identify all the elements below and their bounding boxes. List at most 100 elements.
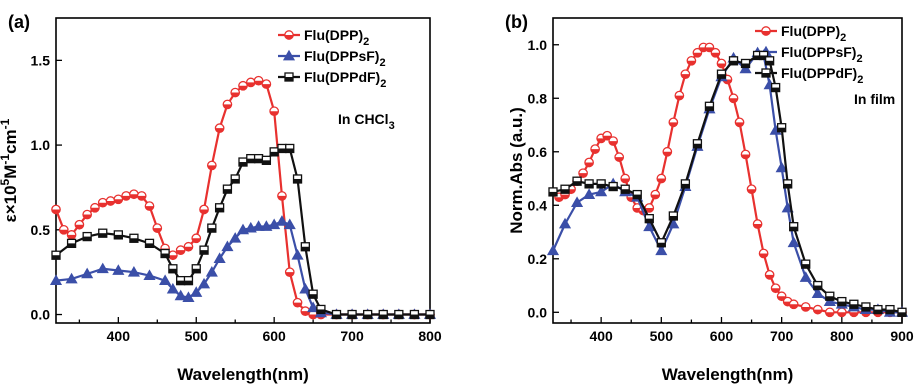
y-tick-label: 0.8 [528,90,548,106]
data-point-marker-fill [246,82,255,87]
data-point-marker [299,282,312,294]
data-point-marker-fill [771,288,780,293]
y-axis-title: ε×105M-1cm-1 [0,118,20,222]
data-point-marker-fill [621,189,630,194]
data-point-marker [166,282,179,294]
y-tick-label: 0.6 [528,144,548,160]
data-point-marker-fill [301,311,310,316]
data-point-marker-fill [681,74,690,79]
data-point-marker-fill [608,141,618,146]
data-point-marker-fill [231,92,240,97]
data-point-marker-fill [633,194,642,199]
data-point-marker-fill [168,255,178,260]
data-point-marker-fill [270,151,279,156]
data-point-marker [221,240,234,252]
data-point-marker-fill [549,191,557,196]
data-point-marker [583,188,596,199]
data-point-marker-fill [207,165,217,170]
data-point-marker-fill [106,201,115,206]
data-point-marker-fill [192,268,201,273]
data-point-marker [571,196,584,208]
legend-label: Flu(DPPsF)2 [304,48,386,69]
data-point-marker-fill [90,207,100,212]
data-point-marker-fill [379,314,388,319]
legend-entry: Flu(DPPdF)2 [278,69,386,90]
data-point-marker-fill [663,151,672,156]
data-point-marker-fill [729,60,738,65]
y-axis-title-part: ε×10 [1,185,20,222]
data-point-marker-fill [675,95,684,100]
data-point-marker-fill [114,234,123,239]
legend-entry: Flu(DPP)2 [755,23,846,44]
data-point-marker-fill [137,195,146,201]
panel-label: (b) [505,12,528,32]
data-point-marker [799,271,812,282]
data-point-marker-fill [168,268,177,273]
data-point-marker-fill [301,246,310,251]
data-point-marker-fill [316,309,325,314]
data-point-marker [787,236,800,248]
y-axis-title: Norm.Abs (a.u.) [507,107,526,234]
data-point-marker-fill [585,183,594,188]
data-point-marker-fill [596,138,606,143]
y-tick-label: 0.2 [528,251,548,267]
data-point-marker [127,265,140,277]
data-point-marker [143,269,156,280]
legend-label-sub: 2 [840,32,846,44]
data-point-marker-fill [825,312,834,317]
data-point-marker-fill [873,309,882,314]
data-point-marker-fill [269,111,279,116]
x-axis-title: Wavelength(nm) [177,365,309,384]
data-point-marker-fill [657,178,666,183]
data-point-marker-fill [554,197,564,202]
data-point-marker-fill [711,52,720,57]
data-point-marker-fill [207,228,216,233]
y-axis-title-part: 5 [0,178,12,185]
data-point-marker-fill [651,194,660,199]
condition-annotation-main: In film [854,91,895,107]
data-point-marker [205,265,218,277]
data-point-marker-fill [277,195,287,201]
series-line [558,46,902,314]
data-point-marker-fill [199,209,209,214]
legend-marker-fill [284,35,294,40]
data-point-marker-fill [765,274,774,280]
data-point-marker-fill [759,55,768,60]
data-point-marker-fill [293,302,302,307]
data-point-marker-fill [837,301,846,306]
y-axis-title-part: -1 [0,154,12,165]
data-point-marker-fill [59,229,68,235]
y-tick-label: 1.0 [31,137,51,153]
data-point-marker-fill [741,154,750,159]
data-point-marker [81,267,94,279]
x-tick-label: 600 [710,328,734,344]
data-point-marker [65,272,78,284]
data-point-marker-fill [67,243,76,248]
data-point-marker-fill [215,128,224,133]
data-point-marker-fill [693,52,702,57]
data-point-marker [197,277,211,289]
legend-label: Flu(DPPdF)2 [781,65,863,86]
data-point-marker-fill [578,173,588,178]
legend-label-sub: 2 [379,57,385,69]
legend-label-main: Flu(DPP) [781,23,840,39]
x-tick-label: 700 [770,328,794,344]
data-point-marker-fill [885,309,894,314]
data-point-marker-fill [609,186,618,191]
panel-label: (a) [8,12,30,32]
data-point-marker-fill [645,207,654,213]
y-axis-title-part: -1 [0,118,12,129]
data-point-marker [811,287,824,298]
data-point-marker-fill [277,148,286,153]
data-point-marker [655,244,668,256]
plot-frame [552,17,903,324]
series-0 [554,42,907,318]
data-point-marker-fill [410,314,419,319]
data-point-marker-fill [801,264,810,269]
legend-marker-fill [761,31,771,36]
data-point-marker-fill [98,202,107,207]
plot-frame [55,17,431,324]
data-point-marker-fill [621,178,630,183]
legend-label-sub: 2 [380,78,386,90]
legend-entry: Flu(DPPdF)2 [755,65,863,86]
